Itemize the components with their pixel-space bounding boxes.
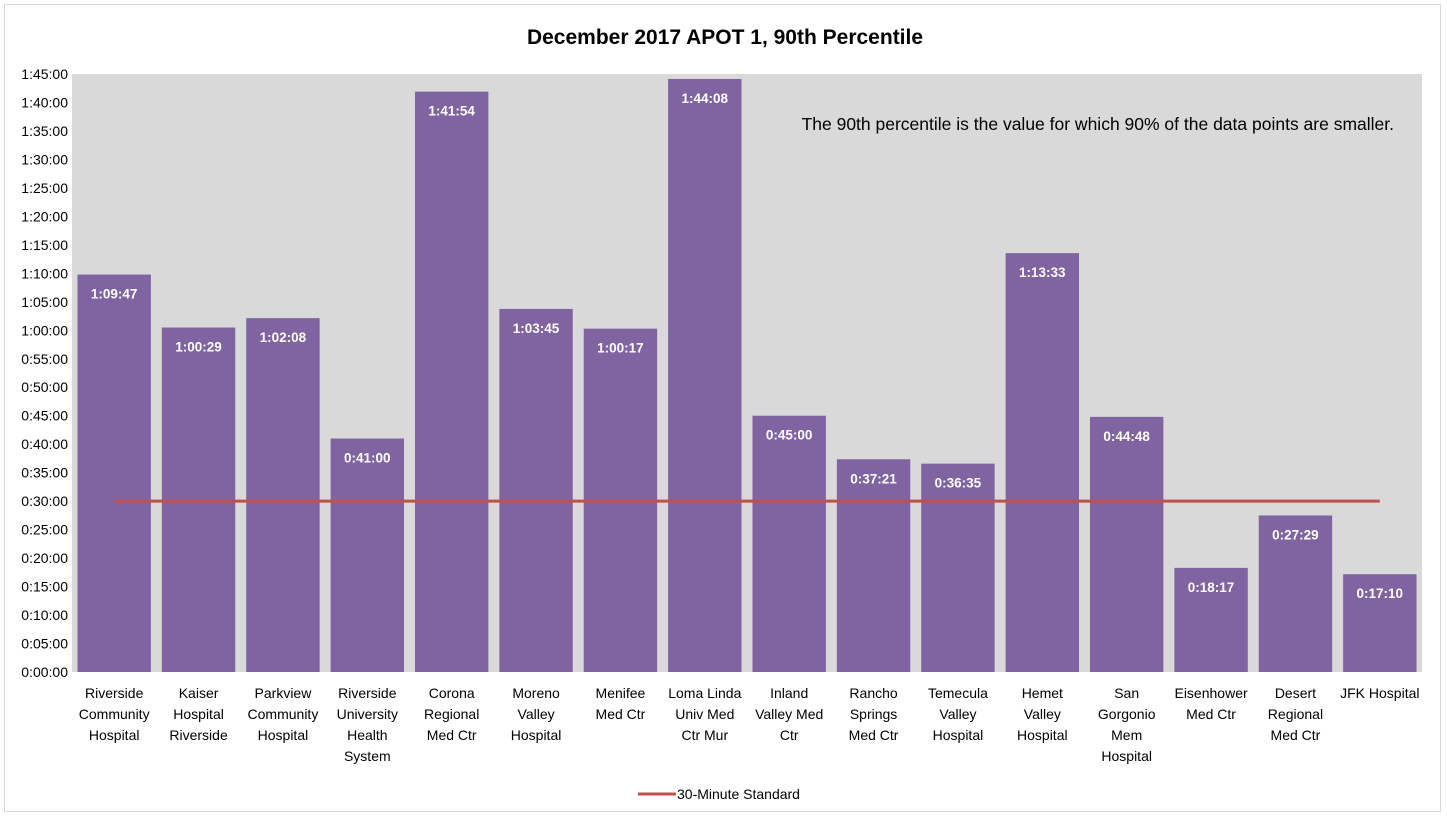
data-label: 1:00:17 <box>597 341 644 356</box>
x-tick-label: Rancho Springs Med Ctr <box>849 685 899 743</box>
y-tick-label: 1:25:00 <box>21 180 68 196</box>
y-tick-label: 1:00:00 <box>21 322 68 338</box>
x-tick-label: Kaiser Hospital Riverside <box>169 685 228 743</box>
data-label: 1:03:45 <box>513 321 560 336</box>
x-tick-label: Corona Regional Med Ctr <box>424 685 479 743</box>
x-tick-label: Eisenhower Med Ctr <box>1174 685 1247 722</box>
x-tick-label: Hemet Valley Hospital <box>1017 685 1068 743</box>
bar <box>1174 567 1248 672</box>
data-label: 0:36:35 <box>935 476 982 491</box>
y-tick-label: 1:10:00 <box>21 265 68 281</box>
y-tick-label: 0:45:00 <box>21 408 68 424</box>
bars: 1:09:47 1:00:29 1:02:08 0:41:00 1:41:54 1:03:… <box>77 78 1417 673</box>
legend-label-standard: 30-Minute Standard <box>677 786 800 802</box>
data-label: 1:41:54 <box>428 104 475 119</box>
x-tick-label: Desert Regional Med Ctr <box>1268 685 1323 743</box>
data-label: 0:44:48 <box>1103 429 1150 444</box>
data-label: 0:45:00 <box>766 428 813 443</box>
data-label: 1:13:33 <box>1019 265 1066 280</box>
data-label: 1:02:08 <box>260 330 307 345</box>
chart: December 2017 APOT 1, 90th Percentile 0:… <box>21 26 1422 802</box>
bar <box>668 78 742 673</box>
bar <box>921 463 995 672</box>
x-tick-label: Moreno Valley Hospital <box>511 685 562 743</box>
x-tick-label: Loma Linda Univ Med Ctr Mur <box>668 685 741 743</box>
y-tick-label: 0:00:00 <box>21 664 68 680</box>
y-tick-label: 0:35:00 <box>21 465 68 481</box>
data-label: 0:37:21 <box>850 471 897 486</box>
bar <box>752 415 826 672</box>
data-label: 0:41:00 <box>344 450 391 465</box>
chart-title: December 2017 APOT 1, 90th Percentile <box>527 26 923 49</box>
data-label: 1:44:08 <box>682 91 729 106</box>
y-tick-label: 0:40:00 <box>21 436 68 452</box>
y-axis: 0:00:00 0:05:00 0:10:00 0:15:00 0:20:00 0:25:… <box>21 66 68 680</box>
x-tick-label: Riverside Community Hospital <box>79 685 150 743</box>
data-label: 0:18:17 <box>1188 580 1235 595</box>
y-tick-label: 0:10:00 <box>21 607 68 623</box>
y-tick-label: 1:45:00 <box>21 66 68 82</box>
bar <box>1089 416 1164 672</box>
y-tick-label: 0:55:00 <box>21 351 68 367</box>
bar <box>836 459 911 672</box>
data-label: 1:09:47 <box>91 287 138 302</box>
bar <box>1005 253 1080 672</box>
x-axis: Riverside Community Hospital Kaiser Hospital… <box>79 685 1420 764</box>
bar <box>414 91 489 673</box>
y-tick-label: 0:05:00 <box>21 636 68 652</box>
y-tick-label: 0:50:00 <box>21 379 68 395</box>
bar <box>499 308 573 672</box>
y-tick-label: 1:15:00 <box>21 237 68 253</box>
x-tick-label: Parkview Community Hospital <box>248 685 319 743</box>
x-tick-label: Inland Valley Med Ctr <box>755 685 823 743</box>
legend: 30-Minute Standard <box>638 786 800 802</box>
x-tick-label: San Gorgonio Mem Hospital <box>1098 685 1156 764</box>
bar <box>1258 515 1333 672</box>
y-tick-label: 1:20:00 <box>21 208 68 224</box>
x-tick-label: Temecula Valley Hospital <box>928 685 988 743</box>
data-label: 0:27:29 <box>1272 527 1319 542</box>
chart-frame: December 2017 APOT 1, 90th Percentile 0:… <box>4 4 1441 812</box>
data-label: 1:00:29 <box>175 340 222 355</box>
y-tick-label: 1:40:00 <box>21 94 68 110</box>
y-tick-label: 0:30:00 <box>21 493 68 509</box>
chart-annotation: The 90th percentile is the value for whi… <box>802 114 1394 134</box>
x-tick-label: Menifee Med Ctr <box>596 685 646 722</box>
bar <box>77 274 151 672</box>
bar <box>1343 574 1417 672</box>
x-tick-label: Riverside University Health System <box>337 685 398 764</box>
data-label: 0:17:10 <box>1357 586 1404 601</box>
y-tick-label: 0:20:00 <box>21 550 68 566</box>
y-tick-label: 0:25:00 <box>21 522 68 538</box>
x-tick-label: JFK Hospital <box>1340 685 1419 701</box>
y-tick-label: 1:35:00 <box>21 123 68 139</box>
bar <box>330 438 405 672</box>
y-tick-label: 1:05:00 <box>21 294 68 310</box>
y-tick-label: 1:30:00 <box>21 151 68 167</box>
bar <box>246 318 320 672</box>
y-tick-label: 0:15:00 <box>21 579 68 595</box>
